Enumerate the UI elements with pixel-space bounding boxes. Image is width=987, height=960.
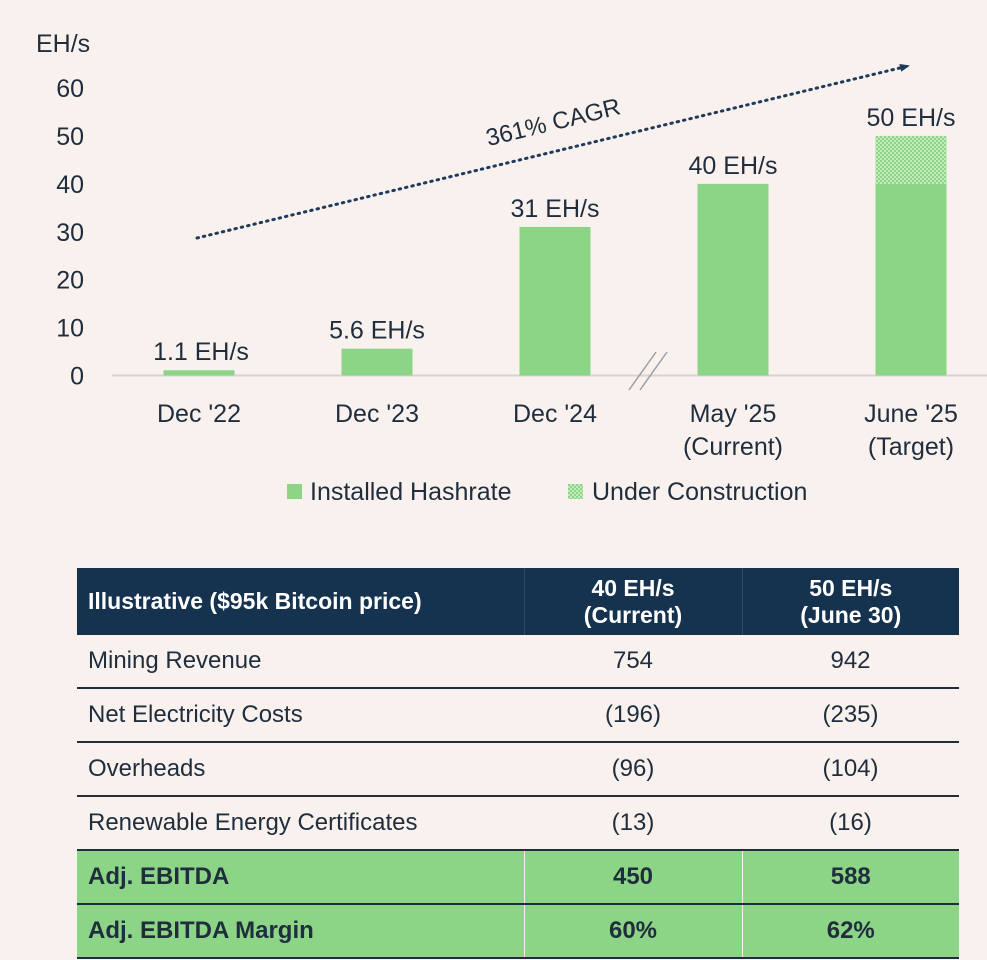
row-label: Net Electricity Costs xyxy=(77,688,524,743)
y-tick-label: 40 xyxy=(56,171,84,199)
y-tick-label: 10 xyxy=(56,315,84,343)
hashrate-chart: EH/s 0 10 20 30 40 50 60 1.1 EH/s 5.6 EH/s 31 EH… xyxy=(36,30,987,506)
header-current-line1: 40 EH/s xyxy=(591,574,675,601)
row-value-target: 62% xyxy=(741,904,959,959)
y-axis-title: EH/s xyxy=(36,30,90,58)
row-value-current: (196) xyxy=(524,688,742,743)
row-label: Adj. EBITDA xyxy=(77,850,524,905)
table-row-highlight: Adj. EBITDA 450 588 xyxy=(77,850,959,905)
y-axis-ticks: 0 10 20 30 40 50 60 xyxy=(56,75,84,391)
table-header-row: Illustrative ($95k Bitcoin price) 40 EH/… xyxy=(77,568,959,635)
row-value-current: (96) xyxy=(524,742,742,797)
row-value-target: (104) xyxy=(742,742,959,797)
legend-label-installed: Installed Hashrate xyxy=(310,478,512,506)
header-current-line2: (Current) xyxy=(583,601,683,628)
header-target-line1: 50 EH/s xyxy=(809,574,893,601)
bar-data-label: 50 EH/s xyxy=(867,104,956,132)
header-current: 40 EH/s (Current) xyxy=(523,568,742,635)
x-category-label: Dec '23 xyxy=(335,400,419,428)
header-target-line2: (June 30) xyxy=(800,601,902,628)
y-tick-label: 30 xyxy=(56,219,84,247)
legend-swatch-installed xyxy=(287,484,302,499)
bar-data-label: 1.1 EH/s xyxy=(153,338,249,366)
row-value-target: 942 xyxy=(742,635,959,689)
row-label: Adj. EBITDA Margin xyxy=(77,904,524,959)
table-row: Net Electricity Costs (196) (235) xyxy=(77,688,959,743)
row-label: Mining Revenue xyxy=(77,635,524,689)
table-row: Overheads (96) (104) xyxy=(77,742,959,797)
bar-data-label: 31 EH/s xyxy=(511,195,600,223)
table-row: Renewable Energy Certificates (13) (16) xyxy=(77,796,959,851)
cagr-trend-arrow xyxy=(195,63,910,240)
row-label: Renewable Energy Certificates xyxy=(77,796,524,851)
x-category-label: June '25 (Target) xyxy=(864,400,958,461)
bar-data-label: 40 EH/s xyxy=(689,152,778,180)
bar-installed-hashrate xyxy=(875,183,947,376)
cagr-annotation: 361% CAGR xyxy=(483,93,623,152)
axis-break-marker xyxy=(628,351,668,391)
chart-legend: Installed Hashrate Under Construction xyxy=(287,478,807,506)
bar-installed-hashrate xyxy=(163,370,235,376)
row-value-current: 60% xyxy=(523,904,742,959)
table-row: Mining Revenue 754 942 xyxy=(77,635,959,689)
bar-installed-hashrate xyxy=(519,226,591,376)
row-label: Overheads xyxy=(77,742,524,797)
illustrative-financials-table: Illustrative ($95k Bitcoin price) 40 EH/… xyxy=(77,568,959,959)
x-category-label: Dec '24 xyxy=(513,400,597,428)
y-tick-label: 20 xyxy=(56,267,84,295)
row-value-target: (16) xyxy=(742,796,959,851)
row-value-target: (235) xyxy=(742,688,959,743)
legend-swatch-under-construction xyxy=(568,484,583,499)
y-tick-label: 50 xyxy=(56,123,84,151)
header-target: 50 EH/s (June 30) xyxy=(741,568,959,635)
bar-under-construction xyxy=(875,135,947,184)
bar-installed-hashrate xyxy=(341,348,413,376)
x-category-label: Dec '22 xyxy=(157,400,241,428)
row-value-current: (13) xyxy=(524,796,742,851)
header-label: Illustrative ($95k Bitcoin price) xyxy=(77,568,524,635)
row-value-target: 588 xyxy=(741,850,959,905)
row-value-current: 754 xyxy=(524,635,742,689)
bar-data-label: 5.6 EH/s xyxy=(329,317,425,345)
x-category-label: May '25 (Current) xyxy=(683,400,783,461)
legend-label-under-construction: Under Construction xyxy=(592,478,807,506)
bar-installed-hashrate xyxy=(697,183,769,376)
y-tick-label: 0 xyxy=(70,363,84,391)
row-value-current: 450 xyxy=(523,850,742,905)
y-tick-label: 60 xyxy=(56,75,84,103)
table-row-highlight: Adj. EBITDA Margin 60% 62% xyxy=(77,904,959,959)
